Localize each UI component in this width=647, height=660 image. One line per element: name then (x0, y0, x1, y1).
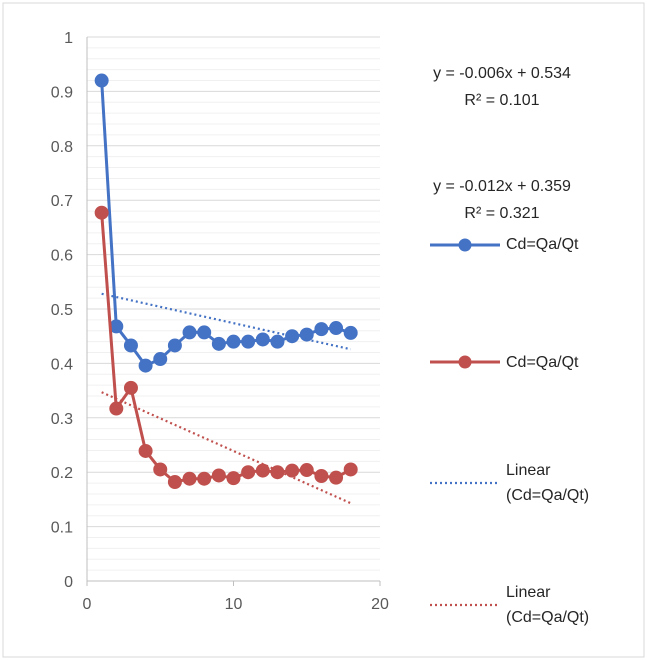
series-2-point (285, 463, 300, 478)
trendlines (101, 292, 352, 505)
series-1-point (343, 325, 358, 340)
series-2-point (343, 462, 358, 477)
series-1-point (299, 327, 314, 342)
legend-label-trend-2-line-2: (Cd=Qa/Qt) (506, 609, 590, 626)
series-2-point (109, 401, 124, 416)
y-tick-label: 0.6 (51, 248, 73, 265)
legend-symbol-marker (458, 238, 472, 252)
trendline-2-equation: y = -0.012x + 0.359 (433, 178, 571, 195)
y-tick-label: 0.2 (51, 465, 73, 482)
series-1-point (211, 336, 226, 351)
y-tick-label: 0 (64, 574, 73, 591)
y-tick-label: 0.7 (51, 193, 73, 210)
axes: 00.10.20.30.40.50.60.70.80.910 10 20 (51, 30, 389, 613)
y-tick-label: 0.5 (51, 302, 73, 319)
trendline-2-r2: R² = 0.321 (464, 205, 540, 222)
series-1-point (138, 358, 153, 373)
legend-label-trend-1-line-1: Linear (506, 462, 551, 479)
series-2-point (153, 462, 168, 477)
series-2-point (329, 470, 344, 485)
series-1-point (123, 338, 138, 353)
series-2-point (314, 469, 329, 484)
y-tick-label: 1 (64, 30, 73, 47)
series-1-point (255, 332, 270, 347)
series-2-point (94, 205, 109, 220)
series-1-point (329, 321, 344, 336)
legend-symbols (430, 238, 500, 607)
series-2-point (270, 465, 285, 480)
series-1-point (197, 325, 212, 340)
trendline-1-r2: R² = 0.101 (464, 92, 540, 109)
series-2-point (241, 465, 256, 480)
y-tick-label: 0.1 (51, 520, 73, 537)
series-2-point (226, 471, 241, 486)
series-1-point (182, 325, 197, 340)
y-tick-label: 0.4 (51, 356, 73, 373)
legend-label-trend-2: Linear (Cd=Qa/Qt) (506, 580, 589, 630)
series-2-point (211, 468, 226, 483)
legend-label-trend-1: Linear (Cd=Qa/Qt) (506, 458, 589, 508)
trendline-2 (101, 391, 352, 505)
legend-label-trend-2-line-1: Linear (506, 584, 551, 601)
x-tick-label: 20 (371, 596, 389, 613)
legend-label-trend-1-line-2: (Cd=Qa/Qt) (506, 487, 590, 504)
legend-label-series-2: Cd=Qa/Qt (506, 354, 579, 371)
series-2-point (182, 471, 197, 486)
series-1-point (226, 334, 241, 349)
series-1-point (153, 352, 168, 367)
series-1-point (285, 329, 300, 344)
series-2-point (138, 443, 153, 458)
series-1-point (314, 322, 329, 337)
series-layer (94, 73, 358, 489)
series-2-point (299, 463, 314, 478)
x-tick-label: 0 (83, 596, 92, 613)
x-tick-label: 10 (225, 596, 243, 613)
series-1-point (167, 338, 182, 353)
series-1-point (241, 334, 256, 349)
legend-symbol-marker (458, 355, 472, 369)
series-2-point (255, 463, 270, 478)
series-2-point (197, 471, 212, 486)
trendline-1-equation: y = -0.006x + 0.534 (433, 65, 571, 82)
series-2-point (167, 474, 182, 489)
y-tick-label: 0.9 (51, 84, 73, 101)
legend-label-series-1: Cd=Qa/Qt (506, 236, 579, 253)
y-tick-label: 0.3 (51, 411, 73, 428)
series-2-point (123, 380, 138, 395)
series-1-point (94, 73, 109, 88)
y-tick-label: 0.8 (51, 139, 73, 156)
series-1-point (270, 334, 285, 349)
